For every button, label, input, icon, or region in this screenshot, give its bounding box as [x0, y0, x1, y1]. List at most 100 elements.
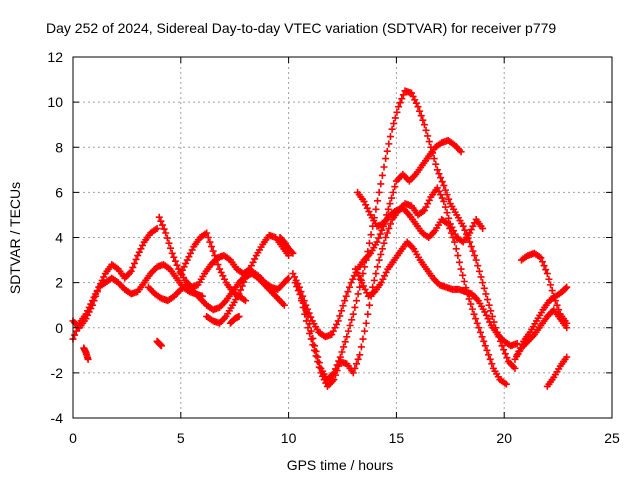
data-point: [553, 301, 561, 309]
data-point: [563, 283, 571, 291]
data-point: [237, 286, 245, 294]
data-point: [457, 148, 465, 156]
data-point: [349, 369, 357, 377]
data-point: [537, 254, 545, 262]
data-point: [398, 95, 406, 103]
data-point: [563, 324, 571, 332]
data-point: [488, 312, 496, 320]
data-point: [173, 261, 181, 269]
data-point: [356, 351, 364, 359]
data-point: [364, 248, 372, 256]
data-point: [241, 297, 249, 305]
data-point: [382, 234, 390, 241]
data-point: [562, 284, 570, 292]
y-axis-label: SDTVAR / TECUs: [7, 182, 23, 294]
data-point: [563, 353, 571, 361]
data-point: [376, 230, 384, 238]
data-point: [162, 229, 170, 237]
data-point: [206, 238, 214, 246]
data-point: [437, 174, 445, 182]
data-point: [351, 364, 359, 372]
y-tick-label: 12: [47, 49, 63, 65]
data-point: [71, 331, 79, 339]
data-point: [309, 341, 317, 349]
data-point: [349, 310, 357, 318]
data-point: [235, 290, 243, 298]
y-tick-label: 2: [55, 275, 63, 291]
data-point: [466, 238, 474, 246]
data-point: [461, 226, 469, 234]
data-point: [377, 250, 385, 258]
data-point: [389, 188, 397, 196]
data-point: [459, 271, 467, 279]
data-point: [84, 355, 92, 363]
y-tick-label: 0: [55, 320, 63, 336]
data-point: [427, 143, 435, 151]
data-point: [315, 363, 323, 371]
data-point: [165, 239, 173, 247]
data-point: [362, 256, 370, 264]
data-point: [301, 310, 309, 318]
data-point: [540, 262, 548, 270]
data-point: [479, 224, 487, 232]
data-point: [454, 252, 462, 260]
data-point: [444, 220, 452, 228]
data-point: [375, 188, 383, 196]
x-tick-label: 15: [389, 430, 405, 446]
data-point: [472, 256, 480, 264]
data-point: [547, 281, 555, 289]
data-point: [127, 267, 135, 275]
data-point: [395, 103, 403, 111]
data-point: [378, 171, 386, 179]
data-point: [296, 290, 304, 298]
data-point: [483, 346, 491, 354]
data-point: [476, 328, 484, 336]
data-point: [334, 317, 342, 325]
x-tick-label: 25: [604, 430, 620, 446]
data-point: [480, 284, 488, 292]
series-track-r: [511, 306, 571, 363]
data-point: [468, 305, 476, 313]
data-point: [447, 229, 455, 237]
data-point: [481, 342, 489, 350]
data-point: [441, 203, 449, 211]
x-tick-label: 20: [496, 430, 512, 446]
data-point: [365, 301, 373, 309]
data-point: [420, 121, 428, 129]
data-point: [373, 238, 381, 246]
data-point: [359, 335, 367, 343]
data-point: [382, 155, 390, 163]
y-tick-label: 4: [55, 230, 63, 246]
data-point: [203, 229, 211, 237]
data-point: [170, 253, 178, 261]
data-point: [298, 297, 306, 305]
data-point: [478, 333, 486, 341]
data-point: [356, 283, 364, 291]
data-point: [548, 287, 556, 295]
data-point: [306, 329, 314, 337]
data-point: [361, 327, 369, 335]
series-track-o: [354, 188, 510, 388]
data-point: [284, 275, 292, 283]
data-point: [446, 224, 454, 232]
data-point: [346, 321, 354, 329]
y-tick-label: -2: [51, 365, 64, 381]
data-point: [482, 290, 490, 298]
data-point: [310, 346, 318, 354]
series-track-h: [144, 270, 288, 314]
data-point: [72, 327, 80, 335]
x-tick-label: 5: [177, 430, 185, 446]
data-point: [374, 263, 382, 271]
data-point: [289, 249, 297, 257]
data-point: [378, 245, 386, 253]
series-track-n: [351, 238, 521, 350]
data-point: [346, 283, 354, 291]
data-point: [445, 195, 453, 203]
data-point: [209, 247, 217, 255]
data-point: [483, 296, 491, 304]
y-tick-label: 6: [55, 184, 63, 200]
data-point: [348, 316, 356, 324]
data-point: [416, 107, 424, 115]
data-point: [451, 238, 459, 246]
